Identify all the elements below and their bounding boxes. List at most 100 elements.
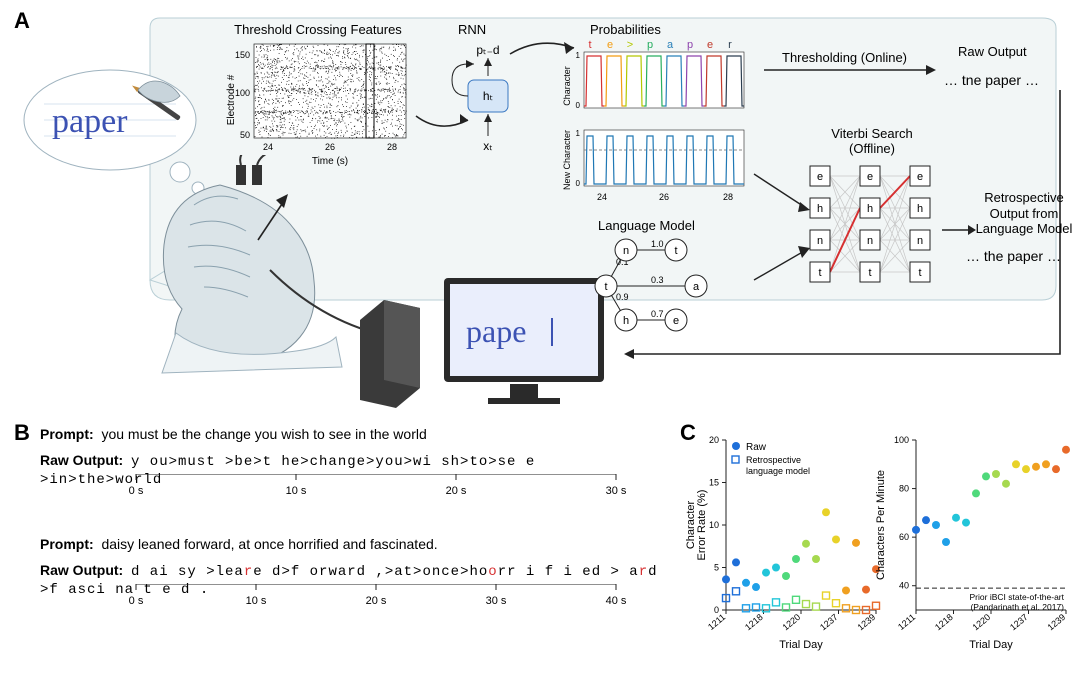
svg-text:28: 28 — [387, 142, 397, 152]
svg-text:80: 80 — [899, 484, 909, 494]
svg-text:0 s: 0 s — [129, 595, 144, 607]
svg-text:20: 20 — [709, 435, 719, 445]
tcf-title: Threshold Crossing Features — [228, 22, 408, 37]
svg-text:0.9: 0.9 — [616, 292, 629, 302]
rawout-text: … tne paper … — [944, 72, 1039, 88]
svg-text:Trial Day: Trial Day — [969, 639, 1013, 651]
raster-plot: Electrode # Time (s) 50 100 150 24 26 28 — [224, 40, 414, 170]
retro-text: … the paper … — [966, 248, 1061, 264]
svg-text:0 s: 0 s — [129, 485, 144, 497]
viterbi-trellis: ehntehntehnt — [800, 160, 950, 310]
svg-text:24: 24 — [597, 192, 607, 202]
panel-c-charts: 0510152012111218122012371239Trial DayCha… — [680, 422, 1080, 672]
svg-text:language model: language model — [746, 466, 810, 476]
svg-text:t: t — [604, 281, 607, 293]
svg-text:hₜ: hₜ — [483, 89, 493, 103]
svg-text:1237: 1237 — [818, 612, 840, 633]
svg-text:Electrode #: Electrode # — [226, 74, 237, 125]
svg-text:t: t — [918, 267, 921, 279]
svg-text:pₜ₋d: pₜ₋d — [476, 43, 499, 57]
svg-text:Retrospective: Retrospective — [746, 455, 801, 465]
svg-text:h: h — [867, 203, 873, 215]
svg-text:t: t — [588, 39, 591, 51]
lm-graph: 0.11.00.90.30.7nttahe — [580, 232, 760, 342]
svg-text:(Pandarinath et al. 2017): (Pandarinath et al. 2017) — [970, 602, 1064, 612]
svg-text:n: n — [917, 235, 923, 247]
svg-text:20 s: 20 s — [366, 595, 387, 607]
svg-text:5: 5 — [714, 563, 719, 573]
svg-text:1211: 1211 — [706, 612, 727, 632]
rawout-title: Raw Output — [958, 44, 1027, 59]
svg-text:e: e — [867, 171, 873, 183]
rnn-title: RNN — [458, 22, 486, 37]
svg-text:t: t — [868, 267, 871, 279]
prob-charts: te>paper Character 0 1 New Character 0 1… — [556, 36, 756, 216]
panel-b-label: B — [14, 420, 30, 446]
svg-text:New Character: New Character — [562, 130, 572, 190]
probs-title: Probabilities — [590, 22, 661, 37]
svg-text:1211: 1211 — [896, 612, 917, 632]
svg-text:0: 0 — [576, 101, 581, 110]
svg-text:p: p — [687, 39, 693, 51]
svg-text:10 s: 10 s — [246, 595, 267, 607]
svg-text:p: p — [647, 39, 653, 51]
svg-text:Characters Per Minute: Characters Per Minute — [875, 470, 887, 580]
arrow-thresh — [760, 60, 940, 80]
svg-text:a: a — [693, 281, 700, 293]
svg-text:paper: paper — [52, 103, 128, 140]
panel-b-container: Prompt: you must be the change you wish … — [40, 426, 660, 666]
svg-text:100: 100 — [894, 435, 909, 445]
svg-text:24: 24 — [263, 142, 273, 152]
svg-text:10 s: 10 s — [286, 485, 307, 497]
svg-text:Trial Day: Trial Day — [779, 639, 823, 651]
svg-text:t: t — [818, 267, 821, 279]
svg-text:a: a — [667, 39, 674, 51]
svg-text:h: h — [917, 203, 923, 215]
svg-text:Character: Character — [562, 66, 572, 106]
svg-text:>: > — [627, 39, 633, 51]
svg-text:1220: 1220 — [781, 612, 803, 633]
svg-text:1218: 1218 — [933, 612, 955, 633]
svg-text:Error Rate (%): Error Rate (%) — [696, 490, 708, 561]
svg-text:1: 1 — [576, 129, 581, 138]
svg-text:50: 50 — [240, 130, 250, 140]
svg-text:1239: 1239 — [856, 612, 878, 633]
svg-text:Prior iBCI state-of-the-art: Prior iBCI state-of-the-art — [970, 592, 1065, 602]
svg-text:100: 100 — [235, 88, 250, 98]
arrow-brain-raster — [248, 190, 298, 250]
svg-text:1220: 1220 — [971, 612, 993, 633]
svg-text:28: 28 — [723, 192, 733, 202]
svg-text:e: e — [707, 39, 713, 51]
svg-text:1.0: 1.0 — [651, 239, 664, 249]
svg-text:1: 1 — [576, 51, 581, 60]
svg-text:Raw: Raw — [746, 442, 767, 453]
svg-text:150: 150 — [235, 50, 250, 60]
viterbi-title: Viterbi Search (Offline) — [822, 126, 922, 156]
svg-text:1239: 1239 — [1046, 612, 1068, 633]
svg-text:26: 26 — [325, 142, 335, 152]
svg-text:0: 0 — [576, 179, 581, 188]
svg-text:e: e — [917, 171, 923, 183]
svg-text:Time (s): Time (s) — [312, 156, 348, 167]
svg-text:60: 60 — [899, 532, 909, 542]
lm-title: Language Model — [598, 218, 695, 233]
svg-text:h: h — [623, 315, 629, 327]
svg-text:n: n — [867, 235, 873, 247]
svg-text:pape: pape — [466, 313, 526, 349]
svg-text:26: 26 — [659, 192, 669, 202]
retro-title: Retrospective Output from Language Model — [974, 190, 1074, 237]
svg-text:0.7: 0.7 — [651, 309, 664, 319]
svg-text:e: e — [673, 315, 679, 327]
arrow-to-viterbi-2 — [748, 242, 818, 292]
svg-text:40 s: 40 s — [606, 595, 627, 607]
svg-text:40: 40 — [899, 581, 909, 591]
svg-text:1218: 1218 — [743, 612, 765, 633]
svg-text:r: r — [728, 39, 732, 51]
arrow-to-viterbi-1 — [748, 168, 818, 228]
svg-text:20 s: 20 s — [446, 485, 467, 497]
svg-text:0.3: 0.3 — [651, 275, 664, 285]
svg-text:xₜ: xₜ — [483, 139, 493, 153]
svg-text:t: t — [674, 245, 677, 257]
svg-text:30 s: 30 s — [486, 595, 507, 607]
svg-text:10: 10 — [709, 520, 719, 530]
